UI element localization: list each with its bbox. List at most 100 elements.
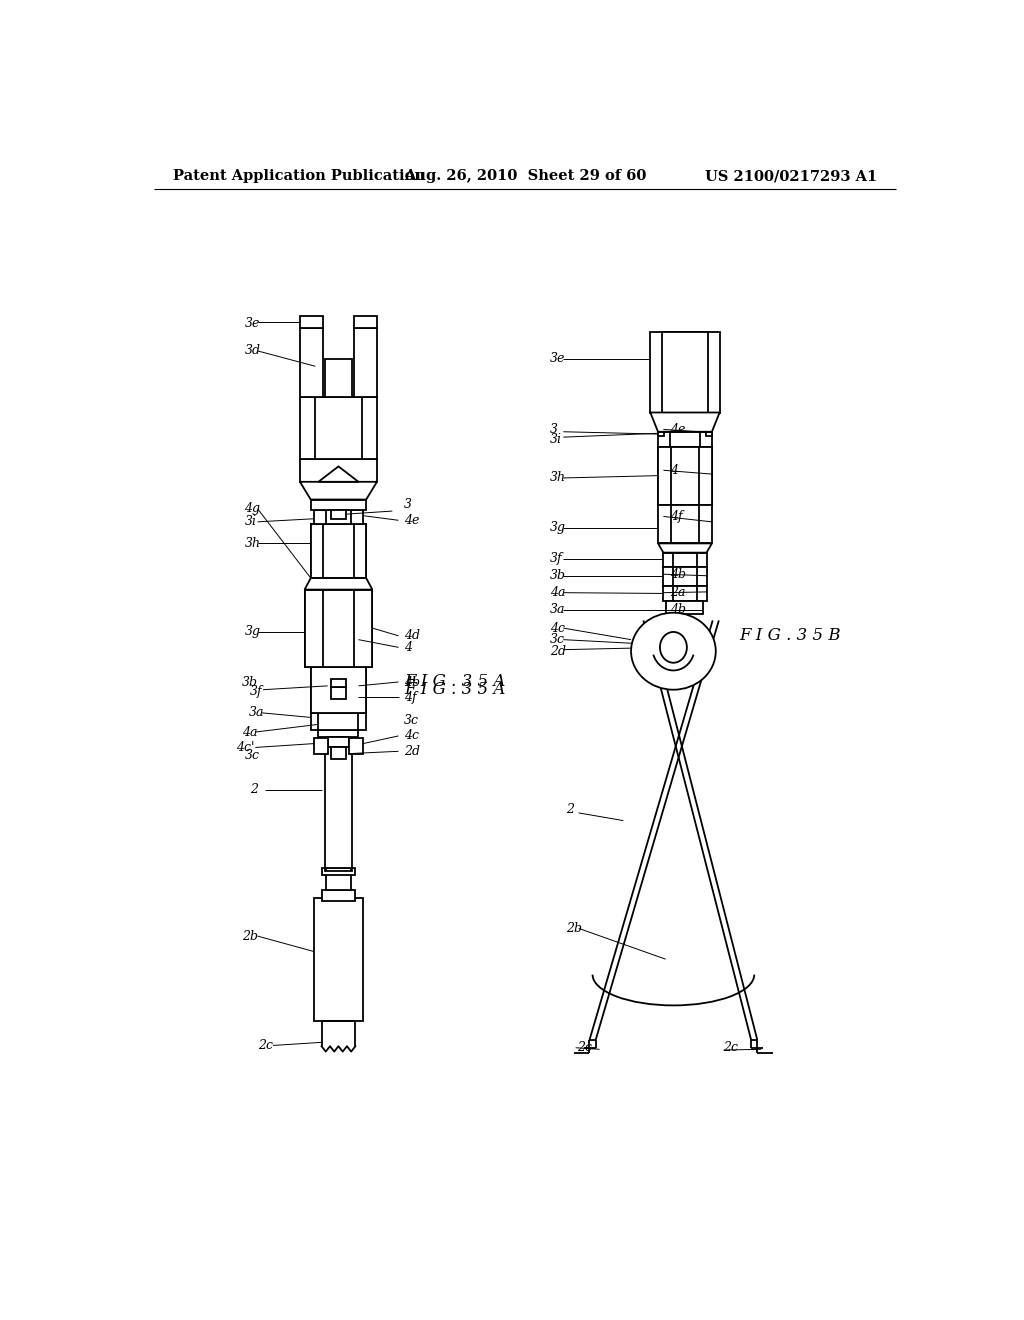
Text: 3e: 3e bbox=[550, 352, 565, 366]
Text: 3a: 3a bbox=[550, 603, 565, 616]
Text: F I G . 3 5 A: F I G . 3 5 A bbox=[403, 673, 505, 690]
Polygon shape bbox=[322, 869, 355, 875]
Bar bbox=[658, 506, 712, 544]
Text: 2c: 2c bbox=[258, 1039, 272, 1052]
Polygon shape bbox=[318, 466, 358, 482]
Bar bbox=[354, 327, 377, 397]
Bar bbox=[310, 524, 367, 578]
Bar bbox=[310, 667, 318, 713]
Bar bbox=[673, 553, 697, 566]
Bar bbox=[671, 506, 698, 544]
Bar bbox=[673, 566, 697, 586]
Bar bbox=[326, 511, 351, 524]
Bar bbox=[300, 317, 323, 327]
Bar bbox=[354, 590, 373, 667]
Bar bbox=[673, 586, 697, 601]
Bar bbox=[304, 590, 373, 667]
Bar bbox=[310, 713, 367, 730]
Text: 3b: 3b bbox=[243, 676, 258, 689]
Bar bbox=[313, 898, 364, 1020]
Ellipse shape bbox=[659, 632, 687, 663]
Polygon shape bbox=[650, 412, 720, 432]
Bar bbox=[328, 738, 349, 747]
Text: 4b: 4b bbox=[670, 568, 685, 581]
Bar bbox=[658, 447, 712, 506]
Bar bbox=[310, 524, 323, 578]
Polygon shape bbox=[658, 544, 712, 553]
Text: Aug. 26, 2010  Sheet 29 of 60: Aug. 26, 2010 Sheet 29 of 60 bbox=[403, 169, 646, 183]
Text: 3b: 3b bbox=[550, 569, 566, 582]
Text: 3c: 3c bbox=[403, 714, 419, 727]
Bar bbox=[354, 317, 377, 327]
Bar bbox=[300, 459, 377, 482]
Bar bbox=[323, 524, 354, 578]
Bar bbox=[331, 678, 346, 686]
Bar bbox=[354, 524, 367, 578]
Bar bbox=[664, 566, 707, 586]
Text: 4a: 4a bbox=[243, 726, 258, 739]
Bar bbox=[349, 738, 364, 754]
Bar bbox=[664, 553, 707, 566]
Text: 4f: 4f bbox=[670, 510, 682, 523]
Text: 4b: 4b bbox=[670, 603, 685, 616]
Text: 3f: 3f bbox=[550, 552, 563, 565]
Text: 3d: 3d bbox=[245, 345, 260, 358]
Text: 4: 4 bbox=[670, 463, 678, 477]
Text: 3c: 3c bbox=[245, 748, 260, 762]
Bar bbox=[322, 890, 355, 902]
Bar bbox=[698, 447, 712, 506]
Bar bbox=[331, 686, 346, 700]
Bar bbox=[318, 713, 358, 730]
Text: 4a: 4a bbox=[550, 586, 565, 599]
Text: 3h: 3h bbox=[550, 471, 566, 484]
Text: 2c: 2c bbox=[724, 1041, 738, 1055]
Bar bbox=[323, 524, 354, 578]
Bar bbox=[331, 747, 346, 759]
Text: F I G . 3 5 B: F I G . 3 5 B bbox=[739, 627, 841, 644]
Bar bbox=[658, 432, 712, 447]
Text: 3g: 3g bbox=[550, 521, 566, 535]
Text: 3a: 3a bbox=[249, 706, 264, 719]
Text: 2b: 2b bbox=[243, 929, 258, 942]
Bar bbox=[670, 432, 700, 447]
Text: F I G . 3 5 A: F I G . 3 5 A bbox=[403, 681, 505, 698]
Bar bbox=[658, 447, 712, 506]
Bar bbox=[664, 586, 707, 601]
Text: 3i: 3i bbox=[550, 433, 562, 446]
Bar bbox=[706, 432, 712, 436]
Text: 4c: 4c bbox=[550, 622, 565, 635]
Text: 3e: 3e bbox=[245, 317, 260, 330]
Text: 4b: 4b bbox=[403, 676, 420, 689]
Text: 2d: 2d bbox=[550, 644, 566, 657]
Bar bbox=[658, 447, 671, 506]
Bar bbox=[667, 601, 703, 614]
Text: 2: 2 bbox=[565, 803, 573, 816]
Bar bbox=[662, 331, 708, 412]
Text: 2a: 2a bbox=[670, 586, 685, 599]
Bar bbox=[304, 590, 323, 667]
Bar bbox=[315, 397, 361, 459]
Bar bbox=[304, 590, 373, 667]
Bar bbox=[310, 499, 367, 511]
Text: 2d: 2d bbox=[403, 744, 420, 758]
Bar bbox=[313, 511, 364, 524]
Bar bbox=[318, 730, 358, 738]
Text: 3: 3 bbox=[550, 422, 558, 436]
Bar bbox=[325, 359, 352, 397]
Text: 3i: 3i bbox=[245, 515, 257, 528]
Bar bbox=[331, 510, 346, 519]
Text: 4: 4 bbox=[403, 640, 412, 653]
Bar bbox=[323, 590, 354, 667]
Text: 2c: 2c bbox=[578, 1041, 592, 1055]
Bar bbox=[323, 590, 354, 667]
Text: 3c: 3c bbox=[550, 634, 565, 647]
Bar bbox=[325, 730, 352, 869]
Bar bbox=[658, 432, 665, 436]
Polygon shape bbox=[300, 482, 377, 499]
Bar bbox=[671, 447, 698, 506]
Text: US 2100/0217293 A1: US 2100/0217293 A1 bbox=[706, 169, 878, 183]
Bar bbox=[671, 447, 698, 506]
Text: 4e: 4e bbox=[403, 513, 419, 527]
Bar bbox=[300, 327, 323, 397]
Bar bbox=[326, 869, 351, 890]
